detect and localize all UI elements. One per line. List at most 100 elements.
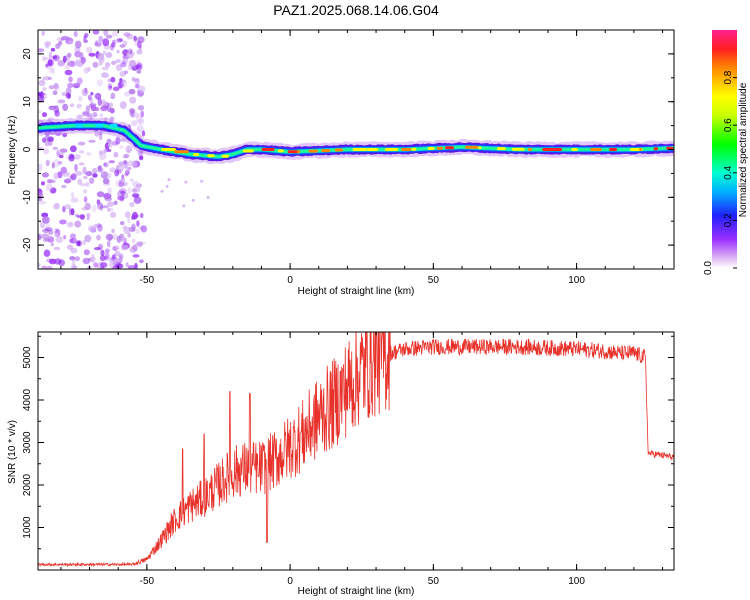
noise-blob [116,235,122,243]
ridge-hotspot [465,145,479,149]
ridge-hotspot [653,147,659,151]
noise-blob [79,214,86,220]
noise-blob [104,252,110,260]
y-tick-label: 2000 [22,473,33,496]
noise-blob [127,265,136,269]
noise-blob [86,46,93,54]
noise-blob [132,180,139,187]
noise-blob [63,235,67,240]
noise-blob [38,234,42,241]
y-tick-label: 10 [22,96,33,108]
noise-blob [107,201,114,207]
y-tick-label: 5000 [22,346,33,369]
noise-blob [117,81,125,89]
noise-blob [104,255,108,261]
noise-blob [53,246,61,251]
noise-blob [82,257,91,265]
noise-blob [64,204,71,210]
noise-blob [87,94,92,101]
noise-blob [88,139,96,143]
colorbar-label: Normalized spectral amplitude [738,82,749,217]
snr-ticks: -50 0 50 100 1000 2000 3000 4000 5000 [22,332,674,587]
ridge-hotspot [261,148,275,151]
noise-blob [92,112,98,118]
noise-blob [131,223,136,232]
noise-blob [127,167,132,170]
noise-blob [73,31,78,37]
noise-blob [66,244,73,250]
noise-blob [76,114,84,119]
noise-blob [121,79,127,88]
noise-blob [82,175,88,180]
colorbar-tick-label: 0.4 [723,165,734,179]
noise-blob [47,58,55,67]
noise-blob [52,90,58,96]
noise-blob [74,220,82,228]
ridge-hotspot [511,147,525,151]
noise-blob [47,59,53,66]
noise-blob [110,76,116,83]
noise-blob [115,179,123,187]
noise-blob [42,57,50,60]
noise-blob [122,181,128,187]
noise-blob [119,145,124,149]
noise-blob [41,31,45,36]
noise-blob [191,198,195,202]
y-tick-label: 1000 [22,516,33,539]
noise-blob [84,32,89,38]
noise-blob [76,103,82,109]
noise-blob [102,105,108,109]
spectrogram-heatmap [38,30,674,269]
noise-blob [84,202,91,211]
noise-blob [107,142,113,148]
noise-blob [97,202,103,210]
noise-blob [124,173,129,177]
noise-blob [136,60,141,66]
noise-blob [106,240,111,248]
noise-blob [73,154,81,160]
ridge-hotspot [401,148,412,151]
x-tick-label: 0 [287,275,293,286]
noise-blob [206,196,210,200]
noise-blob [132,193,140,198]
noise-blob [62,55,67,63]
noise-blob [70,173,77,181]
noise-blob [45,159,50,167]
noise-blob [50,47,56,52]
noise-blob [127,217,131,224]
noise-blob [77,141,86,146]
noise-blob [132,112,140,118]
noise-blob [139,259,144,264]
ridge-hotspot [590,148,602,151]
noise-blob [52,55,58,60]
noise-blob [135,183,143,188]
noise-blob [105,52,113,58]
noise-blob [160,189,164,193]
noise-blob [140,110,144,118]
noise-blob [56,37,63,42]
ridge-hotspot [174,150,189,154]
noise-blob [62,171,70,177]
noise-blob [42,172,49,178]
noise-blob [117,190,125,198]
noise-blob [96,234,101,241]
ridge-hotspot [296,150,301,154]
noise-blob [96,191,105,198]
ridge-hotspot [334,148,344,152]
noise-blob [131,238,136,243]
noise-blob [45,265,53,269]
spectrogram-xlabel: Height of straight line (km) [298,286,415,297]
noise-blob [107,186,112,195]
noise-blob [128,88,136,95]
noise-blob [111,42,116,48]
noise-blob [105,233,114,241]
noise-blob [104,62,111,68]
noise-blob [101,171,105,176]
noise-blob [41,181,45,186]
noise-blob [130,178,134,182]
noise-blob [89,103,97,107]
noise-blob [139,241,147,245]
noise-blob [80,57,87,64]
noise-blob [38,142,41,147]
noise-blob [135,64,142,69]
